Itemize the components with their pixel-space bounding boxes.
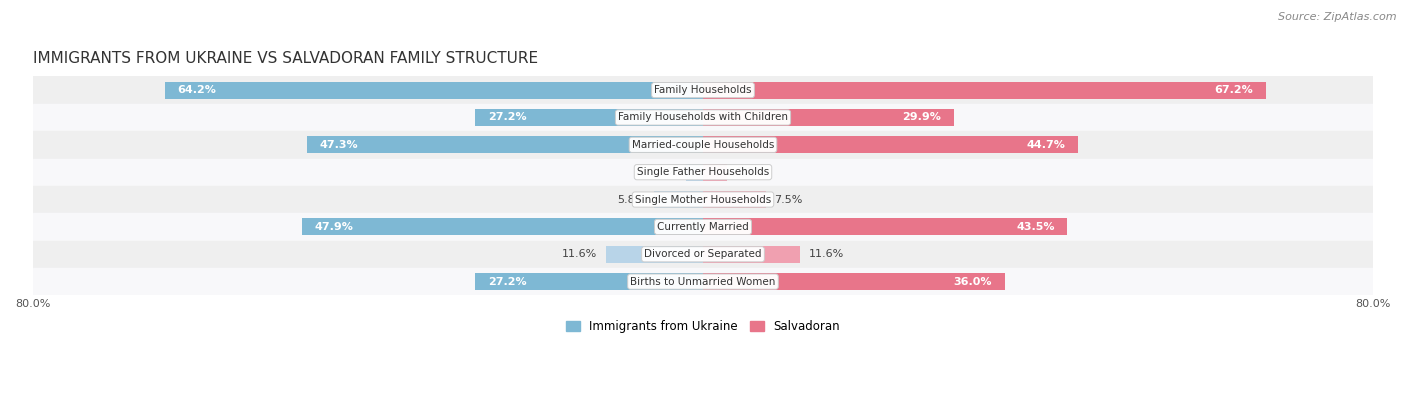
Bar — [307, 136, 703, 153]
Bar — [32, 268, 1374, 295]
Text: 47.9%: 47.9% — [314, 222, 353, 232]
Bar — [32, 104, 1374, 131]
Bar — [475, 273, 703, 290]
Bar — [703, 136, 1077, 153]
Bar — [302, 218, 703, 235]
Bar — [654, 191, 703, 208]
Bar — [703, 273, 1005, 290]
Bar — [703, 164, 727, 181]
Bar — [703, 218, 1067, 235]
Text: 5.8%: 5.8% — [617, 195, 645, 205]
Bar — [32, 241, 1374, 268]
Bar — [32, 77, 1374, 104]
Text: Divorced or Separated: Divorced or Separated — [644, 249, 762, 259]
Text: IMMIGRANTS FROM UKRAINE VS SALVADORAN FAMILY STRUCTURE: IMMIGRANTS FROM UKRAINE VS SALVADORAN FA… — [32, 51, 538, 66]
Text: Currently Married: Currently Married — [657, 222, 749, 232]
Bar — [703, 82, 1265, 99]
Text: Married-couple Households: Married-couple Households — [631, 140, 775, 150]
Text: Family Households with Children: Family Households with Children — [619, 113, 787, 122]
Text: 29.9%: 29.9% — [903, 113, 941, 122]
Text: 2.9%: 2.9% — [735, 167, 765, 177]
Text: 47.3%: 47.3% — [319, 140, 359, 150]
Text: Family Households: Family Households — [654, 85, 752, 95]
Text: 27.2%: 27.2% — [488, 276, 526, 287]
Text: 2.0%: 2.0% — [650, 167, 678, 177]
Bar — [686, 164, 703, 181]
Text: 44.7%: 44.7% — [1026, 140, 1064, 150]
Text: Source: ZipAtlas.com: Source: ZipAtlas.com — [1278, 12, 1396, 22]
Bar — [165, 82, 703, 99]
Text: Single Mother Households: Single Mother Households — [636, 195, 770, 205]
Legend: Immigrants from Ukraine, Salvadoran: Immigrants from Ukraine, Salvadoran — [561, 315, 845, 338]
Text: 11.6%: 11.6% — [808, 249, 844, 259]
Bar — [703, 109, 953, 126]
Bar — [32, 131, 1374, 158]
Text: Single Father Households: Single Father Households — [637, 167, 769, 177]
Text: 67.2%: 67.2% — [1215, 85, 1254, 95]
Bar — [475, 109, 703, 126]
Bar — [703, 191, 766, 208]
Bar — [32, 213, 1374, 241]
Text: 36.0%: 36.0% — [953, 276, 993, 287]
Bar — [703, 246, 800, 263]
Text: 7.5%: 7.5% — [775, 195, 803, 205]
Text: Births to Unmarried Women: Births to Unmarried Women — [630, 276, 776, 287]
Bar — [32, 186, 1374, 213]
Text: 64.2%: 64.2% — [177, 85, 217, 95]
Text: 11.6%: 11.6% — [562, 249, 598, 259]
Bar — [32, 158, 1374, 186]
Text: 43.5%: 43.5% — [1017, 222, 1054, 232]
Text: 27.2%: 27.2% — [488, 113, 526, 122]
Bar — [606, 246, 703, 263]
